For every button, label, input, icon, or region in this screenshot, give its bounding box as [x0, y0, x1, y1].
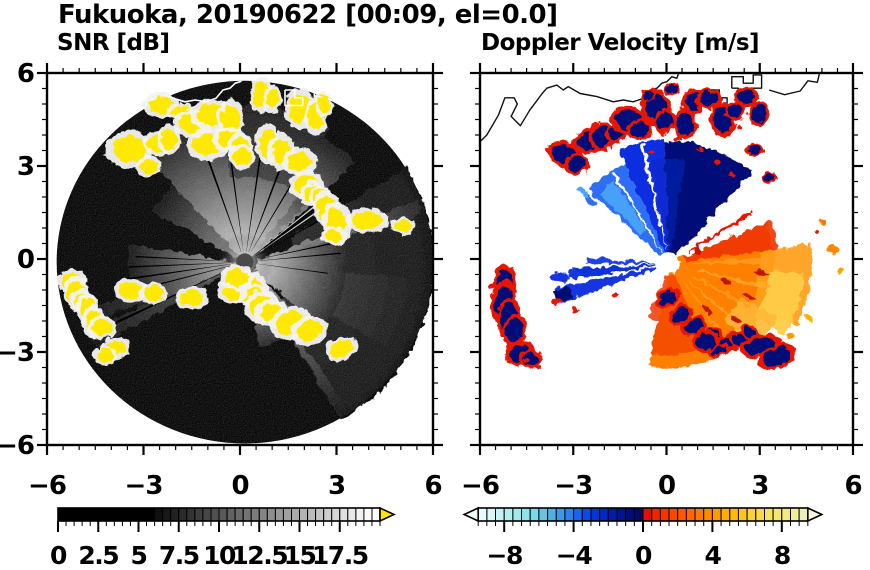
snr-x-tick-label: 3 — [328, 471, 345, 501]
snr-panel-title: SNR [dB] — [57, 30, 170, 56]
snr-frame — [45, 71, 435, 447]
snr-colorbar-label: 15 — [284, 541, 316, 570]
snr-y-tick-label: 6 — [17, 59, 34, 89]
velocity-colorbar-underflow-arrow — [462, 506, 479, 523]
velocity-colorbar-label: 4 — [704, 541, 721, 570]
velocity-x-tick-label: 0 — [658, 471, 675, 501]
velocity-clutter — [485, 80, 843, 368]
snr-colorbar-label: 2.5 — [78, 541, 118, 570]
velocity-panel-title: Doppler Velocity [m/s] — [481, 30, 760, 56]
snr-y-tick-label: 0 — [17, 245, 34, 275]
snr-y-tick-label: −6 — [0, 431, 34, 461]
velocity-radar-center-hole — [658, 252, 679, 273]
snr-x-tick-label: −3 — [125, 471, 163, 501]
snr-colorbar-label: 7.5 — [159, 541, 199, 570]
velocity-colorbar-overflow-arrow — [807, 506, 824, 523]
snr-axes: −6 −3 0 3 6 6 3 0 −3 −6 — [0, 59, 443, 501]
snr-strong-echoes — [54, 75, 414, 363]
velocity-frame — [478, 71, 855, 447]
velocity-x-tick-label: 3 — [751, 471, 768, 501]
velocity-x-tick-label: −3 — [554, 471, 592, 501]
snr-colorbar-label: 17.5 — [312, 541, 368, 570]
velocity-colorbar-label: 8 — [774, 541, 790, 570]
velocity-x-tick-label: −6 — [461, 471, 499, 501]
figure-title: Fukuoka, 20190622 [00:09, el=0.0] — [58, 0, 558, 30]
snr-y-tick-label: −3 — [0, 338, 34, 368]
velocity-colorbar-label: 0 — [635, 541, 652, 570]
snr-colorbar-overflow-arrow — [379, 506, 396, 523]
velocity-axes: −6 −3 0 3 6 — [461, 63, 863, 501]
velocity-colorbar-label: −8 — [487, 541, 522, 570]
velocity-colorbar-label: −4 — [556, 541, 592, 570]
snr-x-tick-label: −6 — [28, 471, 66, 501]
snr-colorbar-label: 0 — [50, 541, 67, 570]
snr-colorbar-label: 10 — [203, 541, 236, 570]
velocity-x-tick-label: 6 — [844, 471, 861, 501]
snr-y-tick-label: 3 — [17, 152, 34, 182]
snr-radar-image — [54, 75, 433, 444]
snr-colorbar-label: 5 — [131, 541, 147, 570]
velocity-colorbar: −8 −4 0 4 8 — [462, 506, 824, 570]
snr-x-tick-label: 6 — [424, 471, 441, 501]
snr-colorbar-label: 12.5 — [231, 541, 287, 570]
velocity-radar-image — [480, 73, 843, 368]
snr-x-tick-label: 0 — [231, 471, 248, 501]
